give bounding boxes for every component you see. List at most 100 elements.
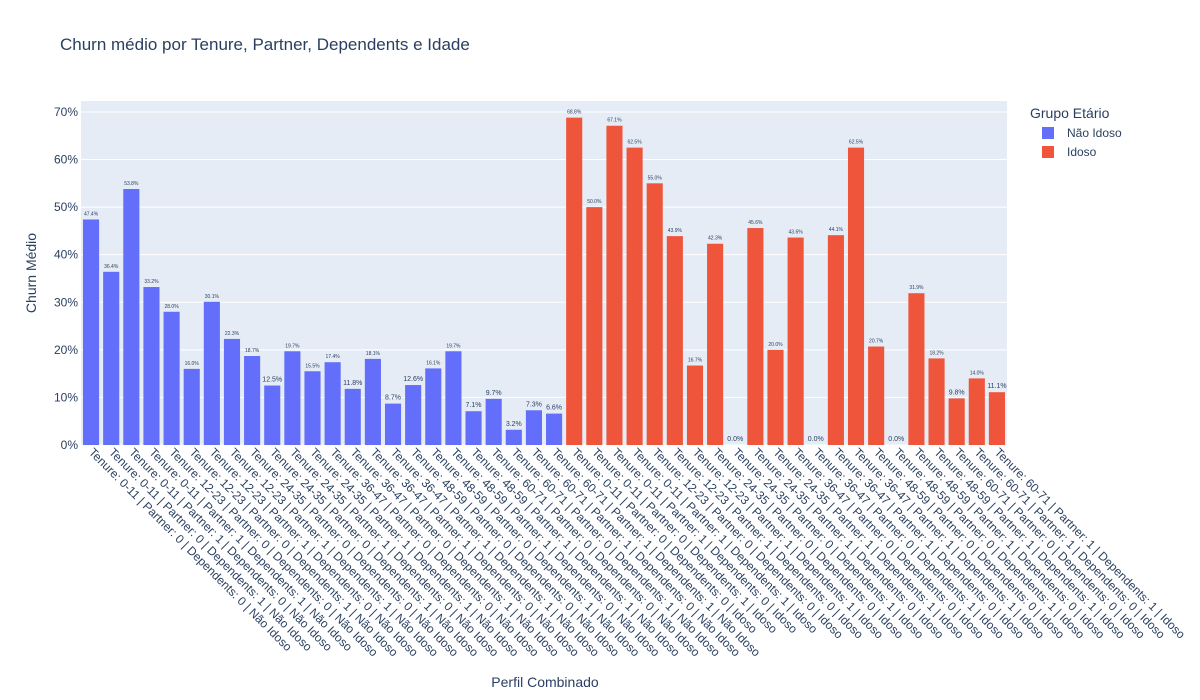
data-label: 9.8% <box>949 389 965 396</box>
data-label: 17.4% <box>326 354 341 360</box>
data-label: 18.1% <box>366 351 381 357</box>
data-label: 20.0% <box>768 342 783 348</box>
bar <box>183 368 200 445</box>
bar <box>485 398 502 445</box>
bar <box>264 385 281 445</box>
data-label: 19.7% <box>285 343 300 349</box>
data-label: 19.7% <box>446 343 461 349</box>
data-label: 18.2% <box>929 350 944 356</box>
bar <box>425 368 442 445</box>
data-label: 12.5% <box>262 377 282 384</box>
y-tick-label: 40% <box>54 248 78 262</box>
bar <box>586 207 603 445</box>
data-label: 0.0% <box>808 436 824 443</box>
data-label: 22.3% <box>225 331 240 337</box>
bar <box>405 385 422 445</box>
bar <box>948 398 965 445</box>
data-label: 9.7% <box>486 390 502 397</box>
bar <box>908 293 925 445</box>
y-tick-label: 70% <box>54 105 78 119</box>
legend-title: Grupo Etário <box>1030 105 1110 121</box>
data-label: 0.0% <box>888 436 904 443</box>
data-label: 15.5% <box>305 363 320 369</box>
bar <box>666 236 683 445</box>
data-label: 16.1% <box>426 360 441 366</box>
data-label: 30.1% <box>205 294 220 300</box>
bar <box>525 410 542 445</box>
bar <box>928 358 945 445</box>
bar <box>787 237 804 445</box>
x-axis-title: Perfil Combinado <box>491 674 599 690</box>
data-label: 62.5% <box>627 140 642 146</box>
data-label: 11.1% <box>987 383 1006 390</box>
bar <box>344 388 361 445</box>
bar <box>968 378 985 445</box>
data-label: 43.9% <box>668 228 683 234</box>
bar <box>646 183 663 445</box>
bar <box>767 349 784 445</box>
bar <box>284 351 301 445</box>
bar <box>868 346 885 445</box>
bar <box>445 351 462 445</box>
data-label: 50.0% <box>587 199 602 205</box>
y-tick-label: 10% <box>54 390 78 404</box>
bar <box>827 235 844 445</box>
y-axis-title: Churn Médio <box>23 233 39 313</box>
data-label: 16.7% <box>688 358 703 364</box>
data-label: 7.3% <box>526 401 542 408</box>
data-label: 42.3% <box>708 236 723 242</box>
bar <box>324 362 341 445</box>
bar <box>384 403 402 445</box>
bar <box>606 125 623 445</box>
legend-swatch <box>1042 127 1054 139</box>
y-tick-label: 30% <box>54 295 78 309</box>
bar <box>83 219 100 445</box>
bar <box>223 338 241 445</box>
bar <box>163 311 180 445</box>
data-label: 45.6% <box>748 220 763 226</box>
legend-label: Idoso <box>1067 145 1097 159</box>
bar <box>546 413 563 445</box>
y-tick-label: 20% <box>54 343 78 357</box>
data-label: 43.6% <box>789 230 804 236</box>
bar <box>103 271 120 445</box>
bar <box>566 117 583 445</box>
legend-swatch <box>1042 146 1054 158</box>
data-label: 67.1% <box>607 118 622 124</box>
data-label: 62.5% <box>849 140 864 146</box>
data-label: 8.7% <box>385 395 401 402</box>
bar <box>505 429 522 445</box>
bar <box>143 287 160 445</box>
y-tick-label: 60% <box>54 153 78 167</box>
data-label: 0.0% <box>727 436 743 443</box>
bar <box>244 356 261 445</box>
bar <box>123 189 140 445</box>
data-label: 3.2% <box>506 421 522 428</box>
data-label: 16.0% <box>185 361 200 367</box>
chart-title: Churn médio por Tenure, Partner, Depende… <box>60 35 470 54</box>
data-label: 11.8% <box>343 380 362 387</box>
data-label: 6.6% <box>546 405 562 412</box>
data-label: 68.8% <box>567 110 582 116</box>
data-label: 20.7% <box>869 339 884 345</box>
y-tick-label: 0% <box>61 438 79 452</box>
bar <box>686 365 704 445</box>
data-label: 33.2% <box>144 279 159 285</box>
data-label: 7.1% <box>466 402 482 409</box>
data-label: 55.0% <box>648 175 663 181</box>
legend-label: Não Idoso <box>1067 126 1122 140</box>
bar <box>988 392 1005 445</box>
data-label: 14.0% <box>970 370 985 376</box>
data-label: 44.1% <box>829 227 844 233</box>
bar <box>747 228 764 445</box>
bar <box>707 243 724 445</box>
bar <box>364 358 381 445</box>
data-label: 18.7% <box>245 348 260 354</box>
bar <box>626 147 643 446</box>
data-label: 53.8% <box>124 181 139 187</box>
data-label: 28.0% <box>164 304 179 310</box>
bar <box>304 371 321 445</box>
y-tick-label: 50% <box>54 200 78 214</box>
data-label: 31.9% <box>909 285 924 291</box>
